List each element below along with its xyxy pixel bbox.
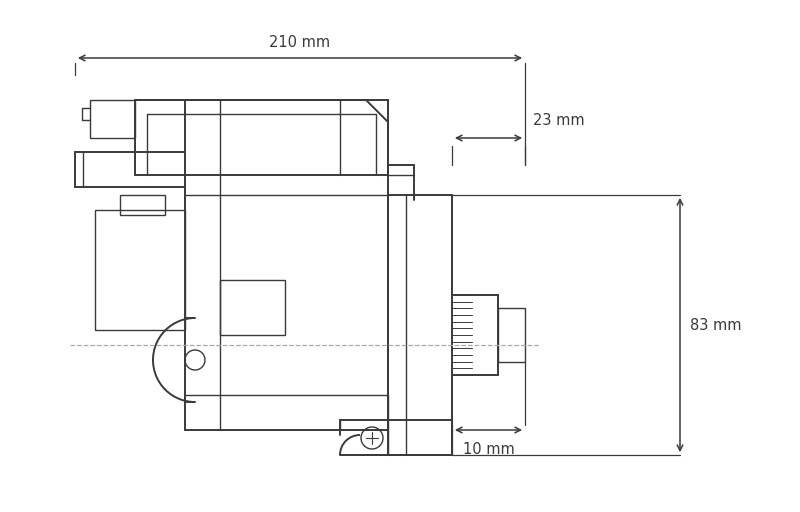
Bar bbox=[90, 100, 135, 138]
Bar bbox=[498, 308, 525, 362]
Text: 23 mm: 23 mm bbox=[533, 113, 585, 128]
Bar bbox=[220, 280, 285, 335]
Bar bbox=[95, 210, 185, 330]
Text: 210 mm: 210 mm bbox=[270, 35, 330, 50]
Text: 10 mm: 10 mm bbox=[462, 442, 514, 457]
Bar bbox=[120, 195, 165, 215]
Text: 83 mm: 83 mm bbox=[690, 317, 742, 332]
